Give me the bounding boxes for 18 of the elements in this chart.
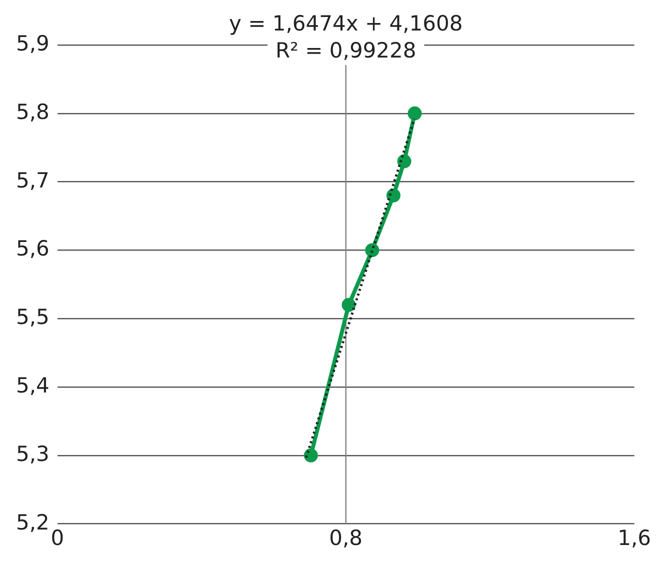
x-tick-label: 0 — [50, 526, 64, 550]
y-tick-label: 5,9 — [16, 31, 50, 56]
y-tick-label: 5,3 — [16, 442, 50, 466]
point — [304, 448, 318, 462]
annotation: R² = 0,99228 — [275, 38, 416, 62]
point — [408, 106, 422, 120]
y-tick-label: 5,6 — [16, 236, 50, 261]
y-tick-label: 5,5 — [16, 305, 50, 330]
point — [386, 188, 400, 202]
x-tick-label: 0,8 — [329, 526, 363, 550]
y-tick-label: 5,8 — [16, 100, 50, 124]
y-tick-label: 5,7 — [16, 168, 50, 192]
x-tick-label: 1,6 — [618, 526, 652, 550]
y-tick-label: 5,4 — [16, 373, 50, 398]
point — [397, 154, 412, 168]
text: y = 1,6474x + 4,1608 — [228, 11, 463, 36]
point — [342, 298, 356, 312]
y-tick-label: 5,2 — [16, 510, 50, 534]
